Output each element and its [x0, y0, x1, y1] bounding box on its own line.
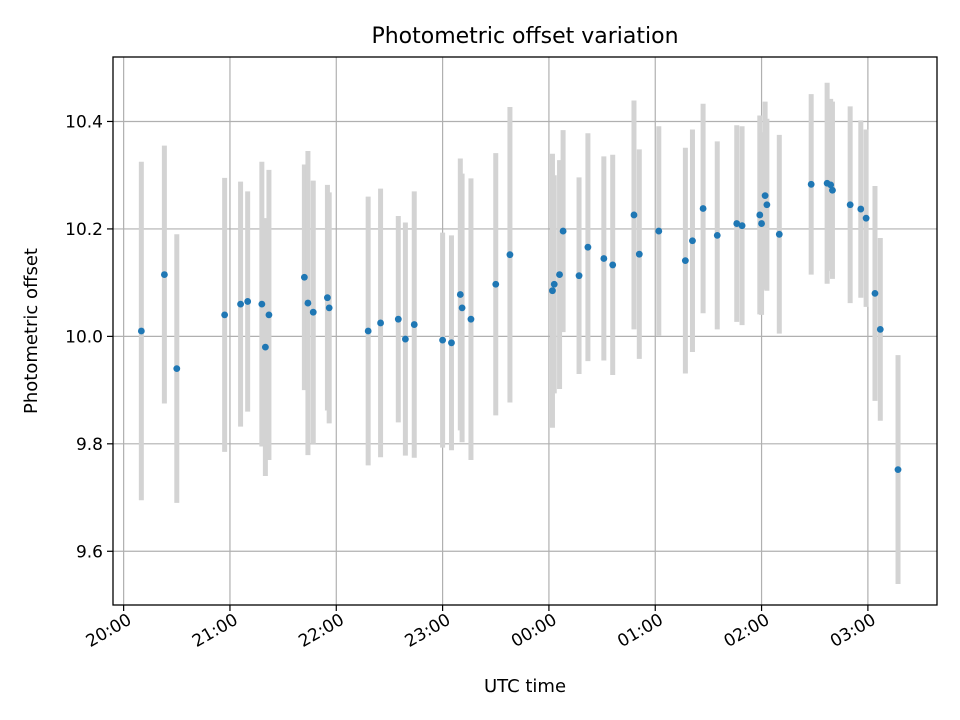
data-point	[635, 250, 643, 258]
data-point	[584, 243, 592, 251]
data-point	[738, 222, 746, 230]
data-point	[401, 335, 409, 343]
x-tick-label: 03:00	[827, 610, 879, 652]
data-point	[556, 271, 563, 278]
data-point	[862, 214, 870, 222]
data-point	[448, 339, 455, 347]
data-point	[827, 181, 835, 189]
data-point	[876, 325, 884, 333]
data-point	[221, 311, 229, 319]
data-point	[137, 327, 145, 335]
data-point	[681, 257, 689, 265]
chart-title: Photometric offset variation	[371, 24, 678, 49]
data-point	[265, 311, 273, 319]
data-point	[575, 272, 583, 280]
y-tick-label: 9.6	[76, 542, 103, 562]
y-axis-label: Photometric offset	[21, 248, 42, 414]
data-point	[559, 227, 567, 235]
data-point	[309, 308, 317, 316]
data-point	[492, 280, 500, 288]
data-point	[733, 220, 741, 227]
data-point	[713, 231, 721, 239]
data-point	[456, 291, 464, 298]
y-tick-label: 9.8	[76, 435, 103, 455]
data-point	[237, 300, 244, 308]
data-point	[630, 211, 638, 219]
grid-lines	[113, 57, 937, 605]
x-tick-label: 01:00	[614, 610, 666, 652]
data-point	[506, 251, 514, 259]
x-tick-label: 02:00	[721, 610, 773, 652]
data-point	[807, 180, 815, 188]
data-point	[300, 273, 308, 281]
data-point	[756, 211, 764, 219]
data-point	[775, 230, 783, 238]
y-tick-label: 10.0	[65, 327, 103, 347]
data-point	[377, 319, 384, 327]
data-point	[458, 304, 466, 312]
data-points	[137, 179, 902, 474]
data-point	[324, 294, 331, 302]
data-point	[304, 299, 312, 307]
y-tick-label: 10.4	[65, 112, 103, 132]
data-point	[439, 336, 446, 344]
data-point	[846, 201, 854, 209]
data-point	[261, 343, 269, 351]
data-point	[655, 227, 663, 235]
data-point	[173, 365, 181, 373]
data-point	[829, 186, 836, 194]
data-point	[364, 327, 372, 335]
x-tick-label: 00:00	[508, 610, 560, 652]
error-bars	[138, 82, 901, 585]
y-tick-label: 10.2	[65, 220, 103, 240]
plot-frame	[112, 56, 938, 606]
x-tick-label: 22:00	[295, 610, 347, 652]
data-point	[894, 466, 902, 474]
data-point	[600, 255, 608, 262]
data-point	[325, 304, 333, 312]
x-tick-label: 21:00	[189, 610, 241, 652]
data-point	[609, 261, 617, 269]
data-point	[871, 289, 879, 297]
x-tick-label: 20:00	[83, 610, 135, 652]
data-point	[160, 271, 168, 278]
data-point	[467, 315, 475, 323]
data-point	[410, 321, 418, 328]
data-point	[763, 201, 771, 209]
data-point	[549, 287, 556, 295]
x-axis-label: UTC time	[484, 676, 566, 697]
data-point	[857, 205, 865, 213]
data-point	[244, 298, 252, 305]
data-point	[758, 220, 765, 227]
x-tick-label: 23:00	[402, 610, 454, 652]
data-point	[550, 280, 558, 288]
data-point	[699, 205, 707, 212]
data-point	[689, 237, 696, 245]
data-point	[761, 192, 769, 200]
data-point	[394, 315, 402, 323]
data-point	[258, 300, 266, 308]
